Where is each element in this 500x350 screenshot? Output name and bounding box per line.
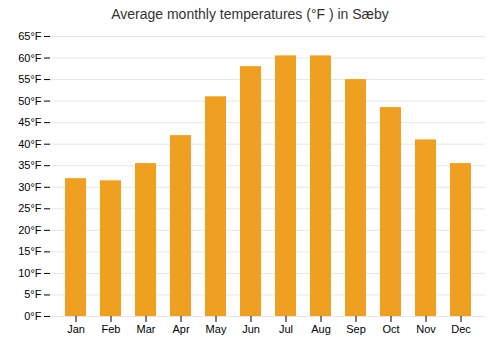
- svg-text:15°F: 15°F: [18, 245, 42, 257]
- svg-text:Jun: Jun: [242, 323, 260, 335]
- svg-text:Sep: Sep: [346, 323, 366, 335]
- svg-text:0°F: 0°F: [24, 310, 42, 322]
- svg-text:Jul: Jul: [279, 323, 293, 335]
- svg-text:Feb: Feb: [102, 323, 121, 335]
- svg-text:50°F: 50°F: [18, 95, 42, 107]
- svg-text:45°F: 45°F: [18, 116, 42, 128]
- svg-text:5°F: 5°F: [24, 288, 42, 300]
- svg-text:65°F: 65°F: [18, 30, 42, 42]
- svg-text:30°F: 30°F: [18, 181, 42, 193]
- svg-text:60°F: 60°F: [18, 52, 42, 64]
- svg-text:35°F: 35°F: [18, 159, 42, 171]
- svg-text:Apr: Apr: [172, 323, 189, 335]
- svg-text:Dec: Dec: [451, 323, 471, 335]
- svg-text:Jan: Jan: [67, 323, 85, 335]
- svg-text:40°F: 40°F: [18, 138, 42, 150]
- svg-text:Aug: Aug: [311, 323, 331, 335]
- svg-text:Oct: Oct: [382, 323, 399, 335]
- svg-text:20°F: 20°F: [18, 224, 42, 236]
- svg-text:May: May: [206, 323, 227, 335]
- svg-text:Nov: Nov: [416, 323, 436, 335]
- svg-text:55°F: 55°F: [18, 73, 42, 85]
- svg-text:10°F: 10°F: [18, 267, 42, 279]
- html-text:Average monthly temperatures (: Average monthly temperatures (°F ) in Sæ…: [111, 6, 389, 22]
- svg-text:Mar: Mar: [137, 323, 156, 335]
- svg-text:25°F: 25°F: [18, 202, 42, 214]
